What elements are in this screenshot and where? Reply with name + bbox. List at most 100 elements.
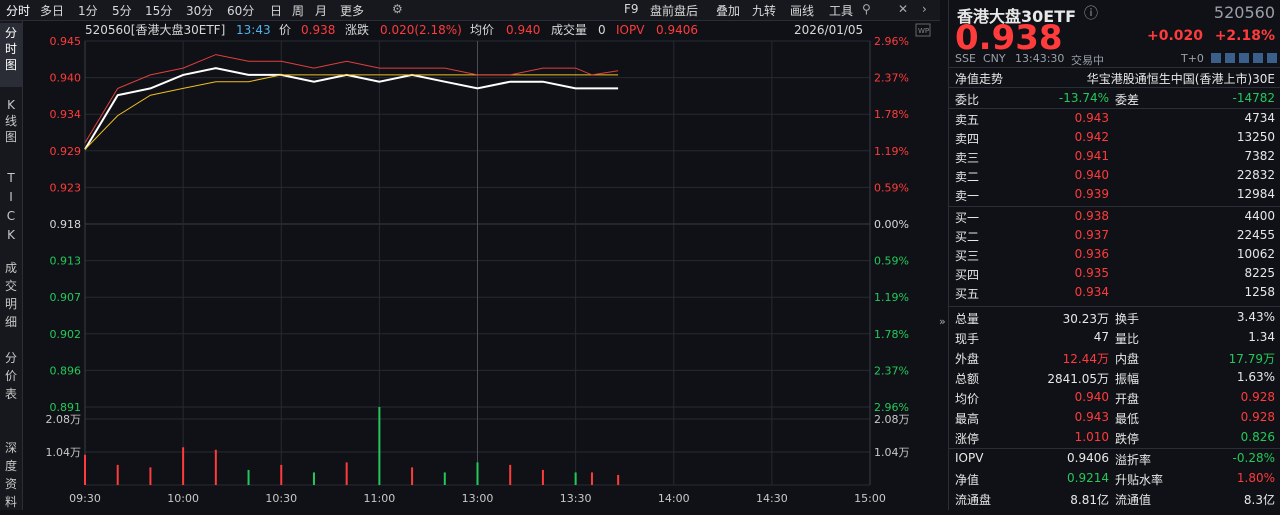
chart-vol: 0: [598, 23, 606, 37]
chart-icon[interactable]: [1239, 53, 1249, 63]
stat-value: 12.44万: [1062, 352, 1109, 366]
bid-price: 0.936: [1074, 247, 1109, 261]
more-dropdown[interactable]: 更多: [340, 4, 365, 18]
tab-15min[interactable]: 15分: [145, 4, 173, 18]
tab-multiday[interactable]: 多日: [40, 4, 65, 18]
bid-price: 0.934: [1074, 285, 1109, 299]
bid-volume: 1258: [1244, 285, 1275, 299]
chart-toolbar: 分时 多日 1分 5分 15分 30分 60分 日 周 月 更多 ⚙ F9 盘前…: [0, 0, 940, 21]
divider: [949, 87, 1280, 88]
chart-iopv: 0.9406: [656, 23, 698, 37]
stat-label: 总量: [955, 312, 980, 326]
chart-axis-labels: 0.945 2.96% 0.940 2.37% 0.934 1.78% 0.929 1.19%…: [46, 35, 910, 505]
left-tab-bar: 分时图 K线图 TICK 成交明细 分价表 深度资料: [0, 21, 23, 510]
tab-60min[interactable]: 60分: [227, 4, 255, 18]
tab-weekly[interactable]: 周: [292, 4, 305, 18]
pct-tick-label: 2.96%: [874, 401, 909, 414]
settings-icon[interactable]: [1253, 53, 1263, 63]
trade-status: 交易中: [1071, 54, 1104, 67]
time-tick-label: 15:00: [854, 492, 886, 505]
divider: [949, 67, 1280, 68]
stat-value: 1.63%: [1236, 370, 1275, 384]
tab-tick[interactable]: TICK: [0, 169, 22, 245]
chevron-right-icon[interactable]: ›: [922, 2, 927, 16]
intraday-chart[interactable]: 0.945 2.96% 0.940 2.37% 0.934 1.78% 0.929 1.19%…: [22, 21, 938, 510]
ask-volume: 4734: [1244, 111, 1275, 125]
chart-marks: [84, 54, 620, 485]
draw-line-button[interactable]: 画线: [790, 4, 815, 18]
chart-time: 13:43: [236, 23, 271, 37]
tab-price-table[interactable]: 分价表: [0, 349, 22, 405]
collapse-panel-icon[interactable]: »: [939, 315, 946, 328]
more-icon[interactable]: [1267, 53, 1277, 63]
search-icon[interactable]: ⚲: [862, 2, 871, 16]
pct-tick-label: 1.78%: [874, 328, 909, 341]
nine-turn-button[interactable]: 九转: [752, 4, 777, 18]
chart-code-name: 520560[香港大盘30ETF]: [85, 22, 225, 37]
weicha-label: 委差: [1115, 93, 1140, 107]
bid-level-label: 买三: [955, 249, 980, 263]
divider: [949, 448, 1280, 449]
tab-30min[interactable]: 30分: [186, 4, 214, 18]
price-tick-label: 0.940: [50, 72, 82, 85]
close-icon[interactable]: ✕: [898, 2, 909, 16]
gear-icon[interactable]: ⚙: [392, 2, 403, 16]
bid-level-label: 买四: [955, 268, 980, 282]
f9-button[interactable]: F9: [624, 2, 639, 16]
stat-value: 0.940: [1074, 390, 1109, 404]
bid-price: 0.938: [1074, 209, 1109, 223]
iopv-line: [84, 54, 619, 143]
nav-trend-link[interactable]: 净值走势: [955, 72, 1004, 86]
pct-tick-label: 2.37%: [874, 364, 909, 377]
bid-volume: 8225: [1244, 266, 1275, 280]
wp-icon[interactable]: [915, 23, 931, 37]
tab-daily[interactable]: 日: [270, 4, 283, 18]
tab-5min[interactable]: 5分: [112, 4, 132, 18]
stat-label: 流通盘: [955, 493, 992, 507]
wp-icon-label: WP: [918, 27, 929, 35]
stat-value: 2841.05万: [1047, 372, 1109, 386]
chart-vol-label: 成交量: [551, 22, 587, 37]
stat-value: 0.928: [1240, 410, 1275, 424]
tab-1min[interactable]: 1分: [78, 4, 98, 18]
stat-label: 最低: [1115, 412, 1140, 426]
stat-label: 最高: [955, 412, 980, 426]
divider: [949, 306, 1280, 307]
tab-intraday-chart[interactable]: 分时图: [0, 23, 22, 87]
tools-button[interactable]: 工具: [829, 4, 854, 18]
pct-tick-label: 0.59%: [874, 255, 909, 268]
premarket-button[interactable]: 盘前盘后: [650, 4, 699, 18]
stat-label: IOPV: [955, 451, 984, 465]
stat-value: 1.010: [1074, 430, 1109, 444]
stat-label: 流通值: [1115, 493, 1152, 507]
pct-tick-label: 0.59%: [874, 181, 909, 194]
stat-label: 开盘: [1115, 392, 1140, 406]
stat-label: 内盘: [1115, 352, 1140, 366]
stat-value: 0.826: [1240, 430, 1275, 444]
tab-depth-info[interactable]: 深度资料: [0, 439, 22, 515]
stat-label: 现手: [955, 332, 980, 346]
stat-label: 均价: [955, 392, 980, 406]
divider: [949, 108, 1280, 109]
chart-price: 0.938: [301, 23, 335, 37]
info-icon[interactable]: ⓘ: [1084, 6, 1098, 22]
stat-value: 0.943: [1074, 410, 1109, 424]
link-icon[interactable]: [1225, 53, 1235, 63]
overlay-button[interactable]: 叠加: [716, 4, 741, 18]
time-tick-label: 11:00: [364, 492, 396, 505]
avg-price-line: [84, 74, 619, 150]
tab-monthly[interactable]: 月: [315, 4, 328, 18]
pct-tick-label: 1.78%: [874, 108, 909, 121]
tab-kline-chart[interactable]: K线图: [0, 97, 22, 153]
stat-label: 量比: [1115, 332, 1140, 346]
tab-intraday[interactable]: 分时: [6, 4, 31, 18]
time-tick-label: 10:00: [167, 492, 199, 505]
stat-value: 17.79万: [1228, 352, 1275, 366]
ask-price: 0.942: [1074, 130, 1109, 144]
chart-avg: 0.940: [506, 23, 540, 37]
tab-trade-detail[interactable]: 成交明细: [0, 259, 22, 335]
security-code: 520560: [1213, 3, 1275, 22]
stat-value: 8.81亿: [1070, 493, 1109, 507]
edit-icon[interactable]: [1211, 53, 1221, 63]
price-tick-label: 0.918: [50, 218, 82, 231]
